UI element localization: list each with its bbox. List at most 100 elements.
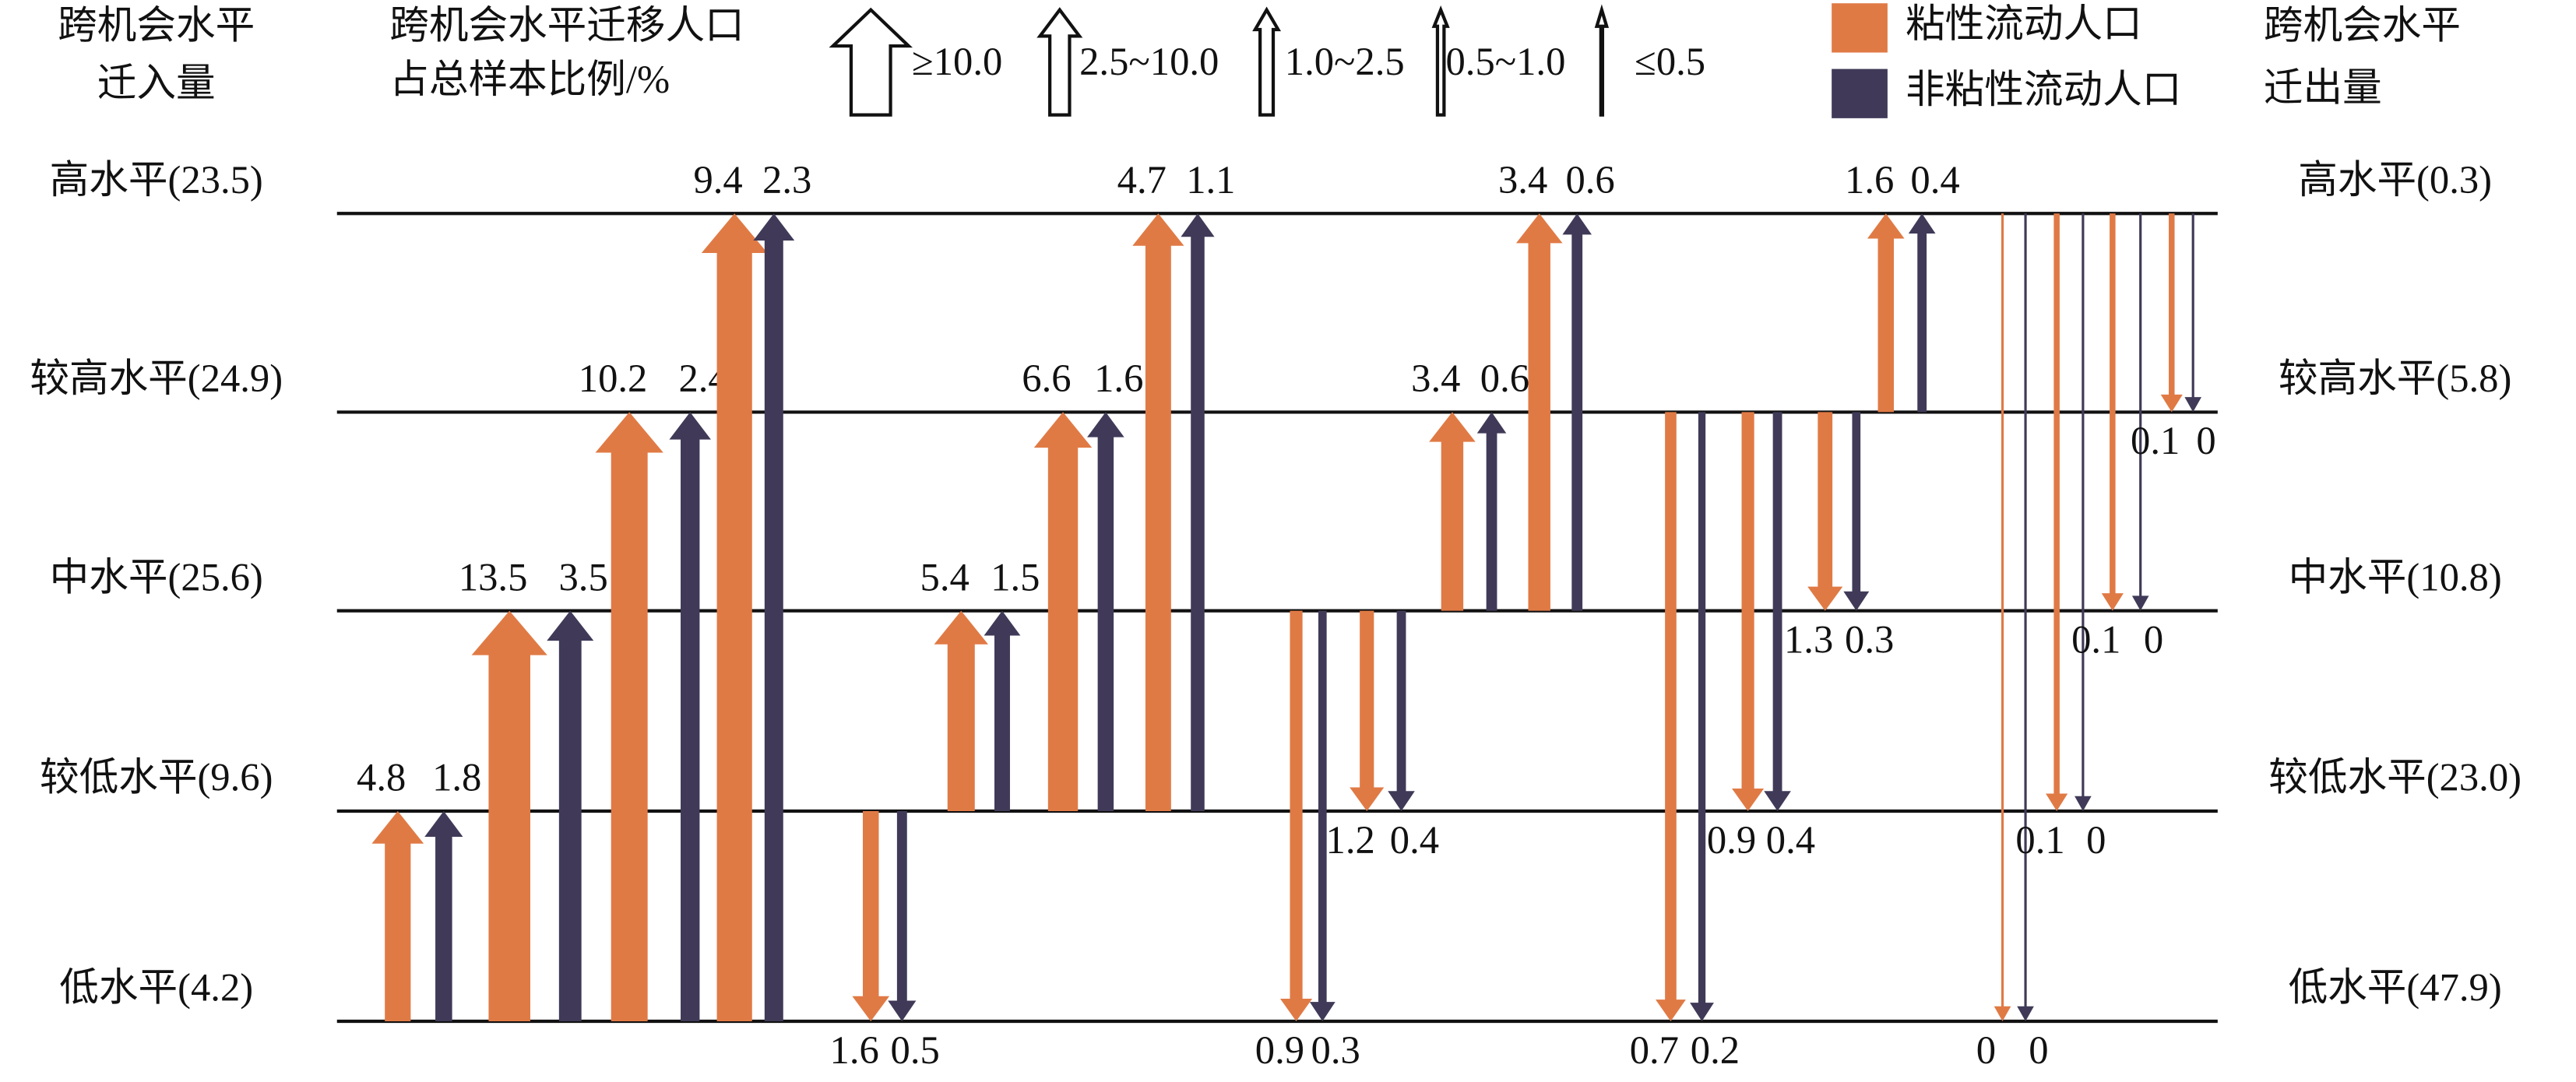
legend-label: 0.5~1.0 — [1445, 40, 1565, 83]
left-title: 跨机会水平 — [58, 4, 255, 47]
flow-label: 1.6 — [1094, 357, 1143, 400]
flow-arrow — [1807, 412, 1843, 611]
flow-label: 5.4 — [920, 555, 970, 599]
flow-arrow — [2075, 213, 2092, 811]
flow-arrow — [2160, 213, 2183, 413]
flow-arrow — [2017, 213, 2034, 1021]
level-out-label: 较高水平(5.8) — [2279, 357, 2511, 400]
flow-label: 3.4 — [1411, 357, 1460, 400]
flow-arrow — [984, 610, 1021, 811]
flow-arrow — [1350, 610, 1385, 811]
flow-arrow — [424, 810, 463, 1021]
flow-label: 0 — [2196, 419, 2215, 462]
flow-arrow — [1476, 412, 1507, 611]
flow-label: 0.2 — [1691, 1028, 1740, 1072]
flow-arrow — [1279, 610, 1313, 1021]
legend-arrow — [829, 7, 913, 117]
flow-label: 13.5 — [459, 555, 528, 599]
flow-label: 0.5 — [891, 1028, 940, 1072]
flow-label: 0 — [2144, 617, 2163, 661]
flow-arrow — [2101, 213, 2124, 611]
level-in-label: 中水平(25.6) — [50, 555, 263, 599]
legend-label: 2.5~10.0 — [1079, 40, 1219, 83]
flow-arrow — [1429, 412, 1476, 611]
flow-arrow — [1908, 213, 1936, 413]
legend-label: 非粘性流动人口 — [1906, 68, 2181, 111]
flow-arrow — [1181, 213, 1215, 811]
flow-arrow — [669, 412, 711, 1021]
flow-label: 3.5 — [558, 555, 607, 599]
flow-label: 6.6 — [1022, 357, 1071, 400]
flow-label: 2.3 — [762, 158, 811, 202]
legend-arrow — [1594, 4, 1610, 117]
legend-title: 占总样本比例/% — [389, 58, 670, 101]
flow-arrow — [1764, 412, 1791, 811]
flow-label: 0.9 — [1255, 1028, 1304, 1072]
flow-arrow — [934, 610, 988, 811]
flow-arrow — [1562, 213, 1592, 611]
level-out-label: 低水平(47.9) — [2289, 966, 2502, 1010]
flow-label: 0.4 — [1766, 818, 1815, 862]
flow-label: 3.4 — [1498, 158, 1547, 202]
flow-label: 0 — [2086, 818, 2106, 862]
flow-arrow — [1656, 412, 1686, 1021]
level-in-label: 低水平(4.2) — [59, 966, 253, 1010]
flow-arrow — [471, 610, 547, 1021]
legend-label: ≤0.5 — [1635, 40, 1705, 83]
flow-arrow — [888, 810, 917, 1021]
flow-arrow — [595, 412, 663, 1021]
flow-arrow — [371, 810, 424, 1021]
flow-label: 0.4 — [1390, 818, 1439, 862]
level-in-label: 较低水平(9.6) — [40, 756, 273, 799]
legend-swatch — [1832, 3, 1888, 53]
level-out-label: 较低水平(23.0) — [2268, 756, 2521, 799]
flow-arrow — [2184, 213, 2202, 413]
left-title: 迁入量 — [97, 61, 216, 104]
flow-arrow — [2131, 213, 2149, 611]
legend-label: 1.0~2.5 — [1285, 40, 1405, 83]
flow-label: 0.9 — [1707, 818, 1756, 862]
flow-label: 0.3 — [1845, 617, 1894, 661]
flow-label: 4.7 — [1117, 158, 1167, 202]
flow-label: 1.1 — [1186, 158, 1235, 202]
flow-arrow — [1994, 213, 2011, 1021]
flow-arrow — [1732, 412, 1765, 811]
flow-arrow — [1388, 610, 1415, 811]
right-title: 跨机会水平 — [2264, 4, 2461, 47]
flow-label: 1.5 — [991, 555, 1040, 599]
flow-label: 1.2 — [1326, 818, 1375, 862]
legend-arrow — [1431, 5, 1450, 117]
legend-title: 跨机会水平迁移人口 — [389, 4, 744, 47]
flow-label: 1.6 — [1845, 158, 1894, 202]
flow-label: 0.7 — [1630, 1028, 1679, 1072]
flow-label: 10.2 — [579, 357, 648, 400]
level-in-label: 较高水平(24.9) — [30, 357, 283, 400]
flow-arrow — [1309, 610, 1336, 1021]
flow-label: 0 — [1976, 1028, 1996, 1072]
flow-label: 0.3 — [1311, 1028, 1360, 1072]
flow-label: 0.1 — [2131, 419, 2180, 462]
flow-arrow — [1690, 412, 1714, 1021]
flow-arrow — [1132, 213, 1184, 811]
level-in-label: 高水平(23.5) — [50, 158, 263, 202]
flow-arrow — [547, 610, 594, 1021]
legend-swatch — [1832, 69, 1888, 118]
flow-arrow — [1843, 412, 1870, 611]
flow-label: 1.8 — [432, 756, 481, 799]
flow-label: 4.8 — [357, 756, 406, 799]
flow-label: 0.4 — [1910, 158, 1959, 202]
right-title: 迁出量 — [2264, 66, 2382, 110]
flow-arrow — [1515, 213, 1563, 611]
flow-arrow — [701, 213, 768, 1021]
flow-label: 0.6 — [1480, 357, 1529, 400]
level-out-label: 中水平(10.8) — [2289, 555, 2502, 599]
flow-label: 0.1 — [2071, 617, 2120, 661]
flow-label: 9.4 — [693, 158, 742, 202]
flow-arrow — [852, 810, 890, 1021]
legend-label: 粘性流动人口 — [1906, 2, 2142, 45]
flow-label: 0.1 — [2015, 818, 2064, 862]
flow-label: 0 — [2029, 1028, 2048, 1072]
flow-label: 0.6 — [1565, 158, 1614, 202]
flow-arrow — [1867, 213, 1905, 413]
